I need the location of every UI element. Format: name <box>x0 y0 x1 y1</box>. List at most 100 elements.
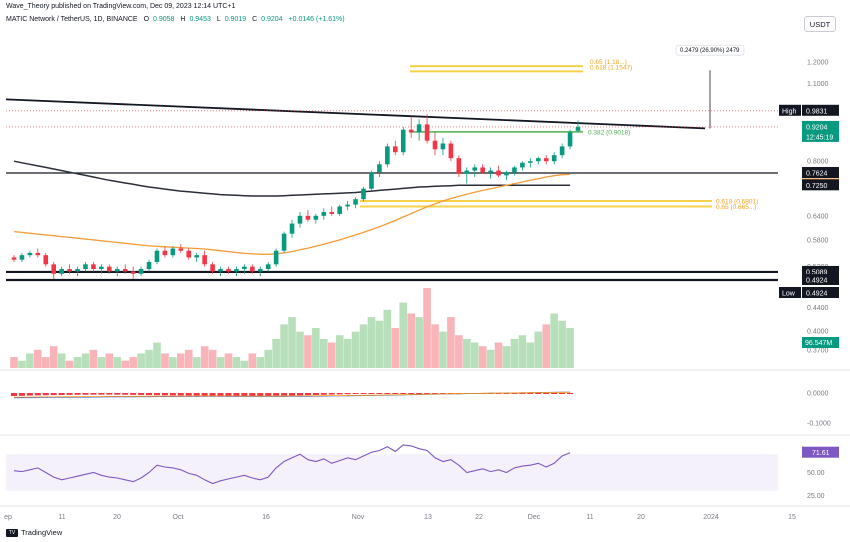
price-tag-bg <box>802 130 839 142</box>
volume-bar <box>550 313 558 368</box>
candle-body <box>543 158 549 162</box>
candle-body <box>257 269 263 272</box>
macd-histogram-bar <box>66 393 73 395</box>
candle-body <box>242 266 247 270</box>
candle-body <box>551 155 557 162</box>
macd-histogram-bar <box>519 393 526 394</box>
publish-line: Wave_Theory published on TradingView.com… <box>6 3 236 10</box>
candle-body <box>114 269 120 272</box>
ema50-line <box>13 173 571 255</box>
price-tag-label: Low <box>782 291 796 298</box>
candle-body <box>440 143 446 150</box>
candle-body <box>146 261 152 270</box>
x-tick-label: 20 <box>113 514 121 521</box>
rsi-tick-label: 50.00 <box>807 470 825 477</box>
macd-histogram-bar <box>328 393 335 395</box>
macd-histogram-bar <box>185 393 192 396</box>
candle-body <box>122 269 128 272</box>
price-tag-value: 0.9204 <box>806 124 828 131</box>
macd-histogram-bar <box>18 393 25 396</box>
volume-bar <box>470 342 479 368</box>
candle-body <box>535 158 541 162</box>
candle-body <box>91 264 96 270</box>
volume-bar <box>502 346 511 368</box>
macd-histogram-bar <box>408 393 415 394</box>
macd-histogram-bar <box>368 393 375 394</box>
candle-body <box>567 132 573 147</box>
candle-body <box>11 257 17 260</box>
candle-body <box>67 269 72 272</box>
macd-histogram-bar <box>161 393 168 396</box>
volume-bar <box>121 360 130 368</box>
volume-bar <box>335 335 344 368</box>
volume-bar <box>41 357 50 368</box>
candle-body <box>218 269 223 272</box>
macd-histogram-bar <box>201 393 208 396</box>
price-tag-label-bg <box>779 104 801 116</box>
x-tick-label: 11 <box>586 514 593 521</box>
macd-histogram-bar <box>360 393 367 394</box>
x-tick-label: 15 <box>788 514 796 521</box>
macd-signal-line <box>13 391 571 398</box>
volume-bar <box>184 349 193 368</box>
volume-bar <box>81 353 90 368</box>
volume-bar <box>518 335 527 368</box>
macd-histogram-bar <box>312 393 319 395</box>
candle-body <box>297 215 303 224</box>
candle-body <box>353 199 358 205</box>
candle-body <box>528 161 533 163</box>
symbol-name[interactable]: MATIC Network / TetherUS, 1D, BINANCE <box>6 16 138 23</box>
ohlc-close-label: C <box>252 16 258 23</box>
volume-bar <box>26 353 34 368</box>
macd-histogram-bar <box>153 393 160 396</box>
candle-body <box>194 255 200 258</box>
candle-body <box>456 158 462 174</box>
candle-body <box>464 170 470 174</box>
volume-bar <box>455 335 463 368</box>
price-tag-label-bg <box>779 287 801 298</box>
candle-body <box>265 264 271 270</box>
volume-bar <box>296 331 304 368</box>
macd-tick-label: -0.1000 <box>807 421 831 428</box>
volume-bar <box>280 324 288 368</box>
currency-button[interactable]: USDT <box>804 16 836 32</box>
price-tag-bg <box>802 287 839 298</box>
macd-histogram-bar <box>503 393 510 394</box>
level-label: 0.618 (0.6801) <box>716 198 758 205</box>
tradingview-logo-text: TradingView <box>21 528 63 537</box>
macd-histogram-bar <box>336 393 343 395</box>
macd-histogram-bar <box>98 393 105 395</box>
candle-body <box>575 126 581 131</box>
volume-bar <box>359 324 368 368</box>
volume-bar <box>224 353 233 368</box>
macd-histogram-bar <box>169 393 176 396</box>
volume-bar <box>272 338 280 368</box>
candle-body <box>35 252 41 256</box>
macd-histogram-bar <box>265 393 272 396</box>
macd-histogram-bar <box>34 393 41 396</box>
y-tick-label: 0.4000 <box>807 328 829 335</box>
price-tag-bg <box>802 274 839 285</box>
level-label: 0.65 (0.665...) <box>716 204 756 211</box>
volume-bar <box>18 360 26 368</box>
candle-body <box>83 264 88 270</box>
macd-histogram-bar <box>11 393 17 396</box>
macd-histogram-bar <box>106 393 113 395</box>
candle-body <box>43 255 49 265</box>
volume-bar <box>169 357 177 368</box>
macd-histogram-bar <box>193 393 200 396</box>
rsi-band <box>6 454 778 491</box>
volume-bar <box>343 338 352 368</box>
candle-body <box>107 266 112 272</box>
volume-bar <box>65 360 74 368</box>
volume-bar <box>49 346 58 368</box>
y-tick-label: 0.6400 <box>807 213 829 220</box>
trendline <box>5 98 706 130</box>
tradingview-icon: TV <box>6 528 18 537</box>
macd-histogram-bar <box>392 393 399 394</box>
candle-body <box>19 255 25 260</box>
y-tick-label: 0.4400 <box>807 305 829 312</box>
price-tag-value: 12:45:19 <box>806 134 833 141</box>
volume-bar <box>177 353 185 368</box>
